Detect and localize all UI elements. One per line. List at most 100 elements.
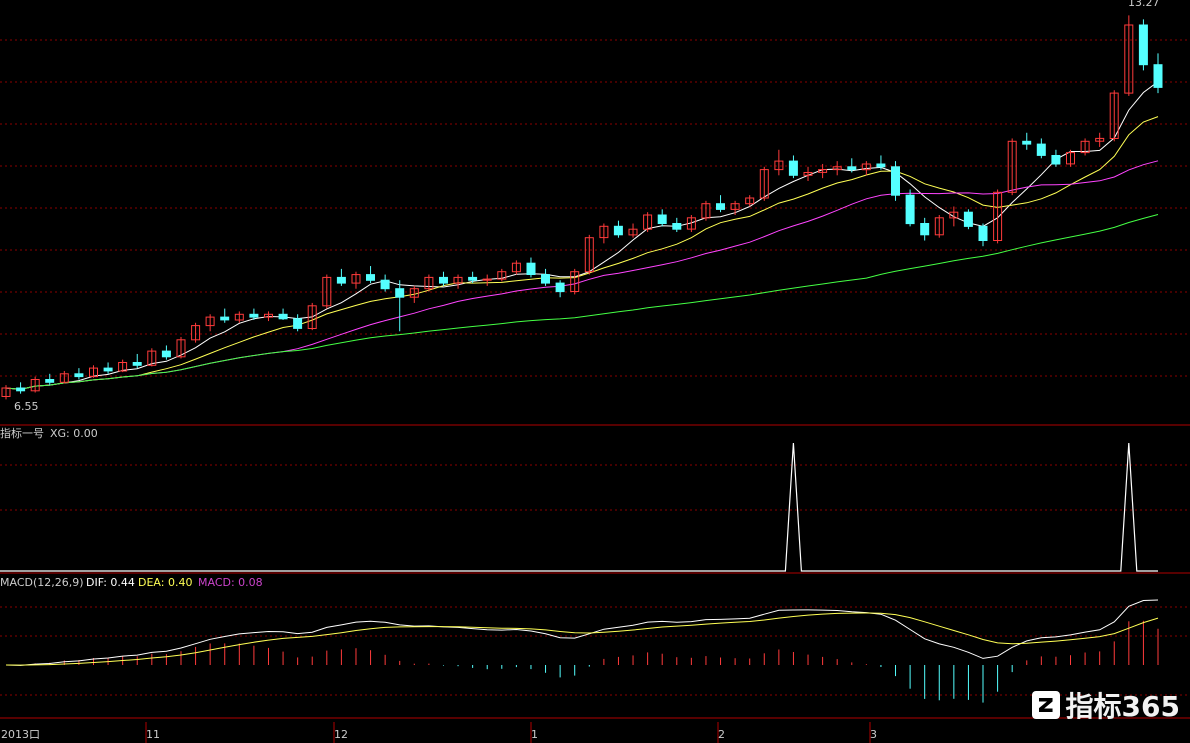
candle-body [570,271,580,293]
candle-body [161,350,171,358]
candle-body [657,214,667,224]
candle-body [278,313,288,320]
indicator-name: 指标一号 [0,426,44,440]
watermark: 指标365 [1031,685,1180,725]
candle-body [993,191,1003,242]
candle-body [89,367,98,378]
candle-body [584,237,594,273]
candle-body [1066,152,1075,165]
candle-body [891,166,900,196]
candle-body [16,387,26,392]
candle-body [920,223,930,236]
candle-body [366,274,375,281]
candle-body [307,305,317,329]
candle-body [147,350,157,366]
candle-body [905,194,915,225]
candle-body [482,278,492,281]
candle-body [132,362,142,366]
time-axis-label: 2 [718,728,725,741]
candle-body [876,163,886,168]
candle-body [949,211,959,219]
time-axis-label: 2013口 [1,728,40,741]
candle-body [861,163,871,171]
candle-body [264,313,273,318]
candle-body [818,169,828,173]
watermark-logo-icon [1031,691,1060,719]
macd-dif-line [5,599,1159,666]
candle-body [1051,155,1061,165]
candle-body [643,214,653,230]
candle-body [497,271,507,280]
candle-body [774,160,784,171]
time-axis-label: 11 [146,728,160,741]
macd-dea-label: DEA: 0.40 [138,576,192,589]
candle-body [59,373,69,383]
candle-body [234,313,244,321]
candle-body [74,373,84,378]
candle-body [1007,140,1017,193]
candlesticks [1,15,1163,400]
candle-body [322,276,332,307]
candle-body [759,169,769,199]
candle-body [555,282,565,293]
candle-body [628,228,638,236]
candle-body [45,379,55,383]
candle-body [788,160,798,176]
candle-body [541,274,550,284]
candle-body [351,274,361,284]
candle-body [832,166,842,171]
candle-body [730,203,740,210]
macd-panel [5,599,1159,703]
candle-body [205,316,215,327]
candle-body [1138,24,1148,66]
ma60-line [5,214,1159,390]
candle-body [716,203,725,210]
candle-body [934,217,944,236]
candle-body [701,203,711,219]
time-axis-label: 12 [334,728,348,741]
candle-body [963,211,973,227]
indicator-line [0,442,1158,572]
candle-body [453,276,463,284]
candle-body [526,262,536,276]
candle-body [599,225,609,239]
candle-body [103,367,113,372]
candle-body [336,276,346,284]
candle-body [1080,140,1090,154]
candle-body [1022,140,1032,145]
candle-body [1036,143,1046,156]
candle-body [380,279,390,290]
indicator-panel [0,442,1158,572]
candle-body [1,387,11,397]
candle-body [395,288,405,298]
indicator-value: XG: 0.00 [50,427,98,440]
ma10-line [5,116,1159,390]
candle-body [293,318,303,329]
watermark-text: 指标365 [1065,690,1180,723]
candle-body [745,197,755,205]
candle-body [409,288,419,298]
candle-body [1095,137,1105,142]
price-high-label: 13.27 [1128,0,1160,9]
candle-body [613,225,623,236]
candle-body [1153,64,1163,88]
candle-body [686,217,696,230]
candle-body [439,276,448,284]
candle-body [118,362,128,372]
candle-body [220,316,230,321]
candle-body [847,166,857,171]
time-axis-label: 1 [531,728,538,741]
candle-body [978,225,988,242]
candle-body [191,325,201,341]
candle-body [249,313,259,318]
candle-body [511,262,521,273]
candle-body [176,339,186,358]
candle-body [468,276,478,281]
candle-body [30,379,40,392]
macd-title: MACD(12,26,9) [0,576,84,589]
macd-value-label: MACD: 0.08 [198,576,263,589]
macd-dif-label: DIF: 0.44 [86,576,135,589]
candle-body [1124,24,1134,94]
candle-body [1109,92,1119,139]
